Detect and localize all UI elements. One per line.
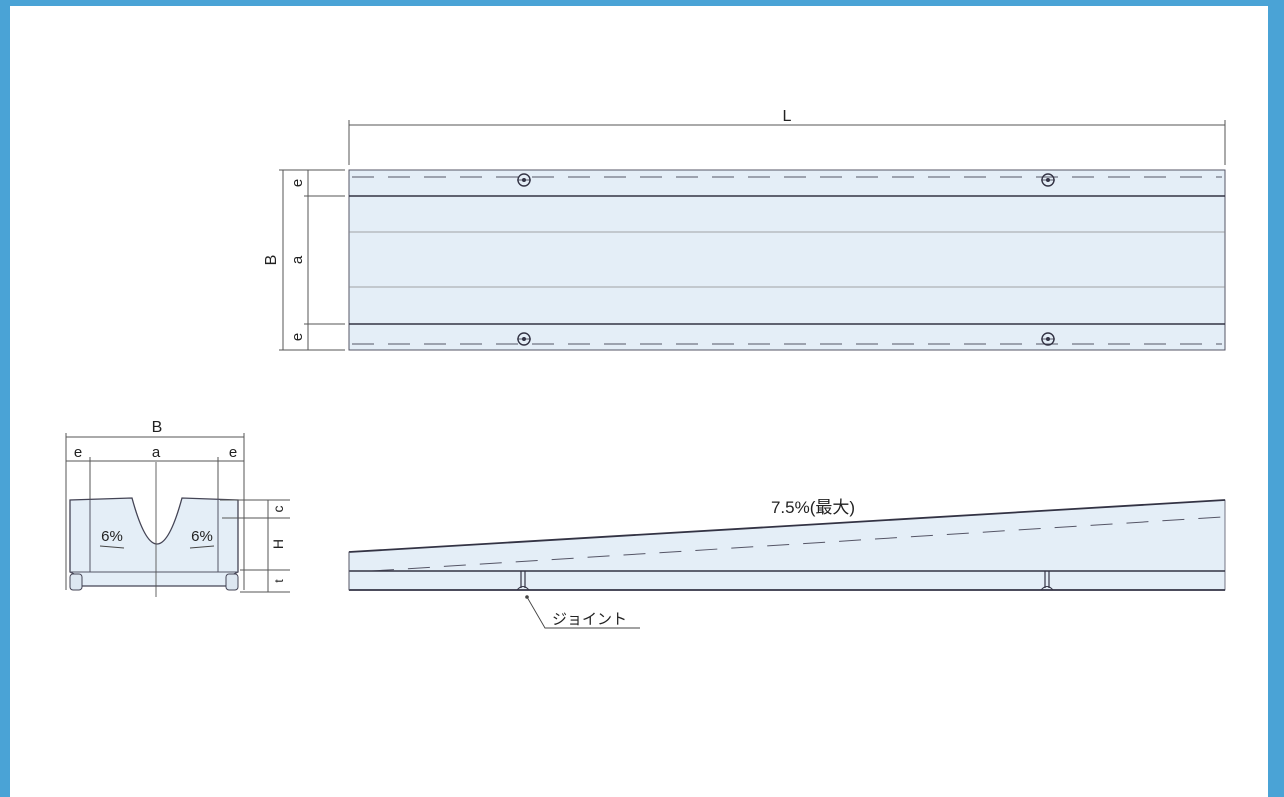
slope-label-left: 6% xyxy=(101,528,123,545)
height-label-t: t xyxy=(272,579,286,583)
section-foot-left xyxy=(69,573,83,591)
bolt-icon xyxy=(1041,332,1055,346)
cross-section-view: B e a e 6% 6% c H t xyxy=(65,419,290,597)
plan-edge-label-top: e xyxy=(289,179,306,187)
slope-label-right: 6% xyxy=(191,528,213,545)
side-top-slope xyxy=(348,499,1226,553)
gradient-label: 7.5%(最大) xyxy=(771,498,855,517)
joint-leader-line xyxy=(526,596,640,629)
joint-label: ジョイント xyxy=(552,611,627,628)
section-edge-label-left: e xyxy=(74,444,82,461)
bolt-icon xyxy=(1041,173,1055,187)
side-view: 7.5%(最大) ジョイント xyxy=(348,498,1226,629)
length-label: L xyxy=(783,108,792,125)
drawing-sheet xyxy=(10,6,1268,797)
height-label-c: c xyxy=(270,506,286,513)
joint-icon xyxy=(1040,571,1054,591)
plan-center-label: a xyxy=(289,255,306,264)
bolt-icon xyxy=(517,173,531,187)
plan-width-label: B xyxy=(263,255,280,266)
joint-leader-dot xyxy=(525,595,529,599)
plan-edge-label-bottom: e xyxy=(289,333,306,341)
plan-view: L xyxy=(263,108,1226,351)
slope-arrow-right xyxy=(189,545,215,549)
plan-body xyxy=(348,169,1226,351)
slope-arrow-left xyxy=(99,545,125,549)
section-foot-right xyxy=(225,573,239,591)
height-label-H: H xyxy=(270,539,286,549)
section-center-label: a xyxy=(152,444,161,461)
section-edge-label-right: e xyxy=(229,444,237,461)
section-width-label: B xyxy=(152,419,163,436)
joint-icon xyxy=(516,571,530,591)
bolt-icon xyxy=(517,332,531,346)
